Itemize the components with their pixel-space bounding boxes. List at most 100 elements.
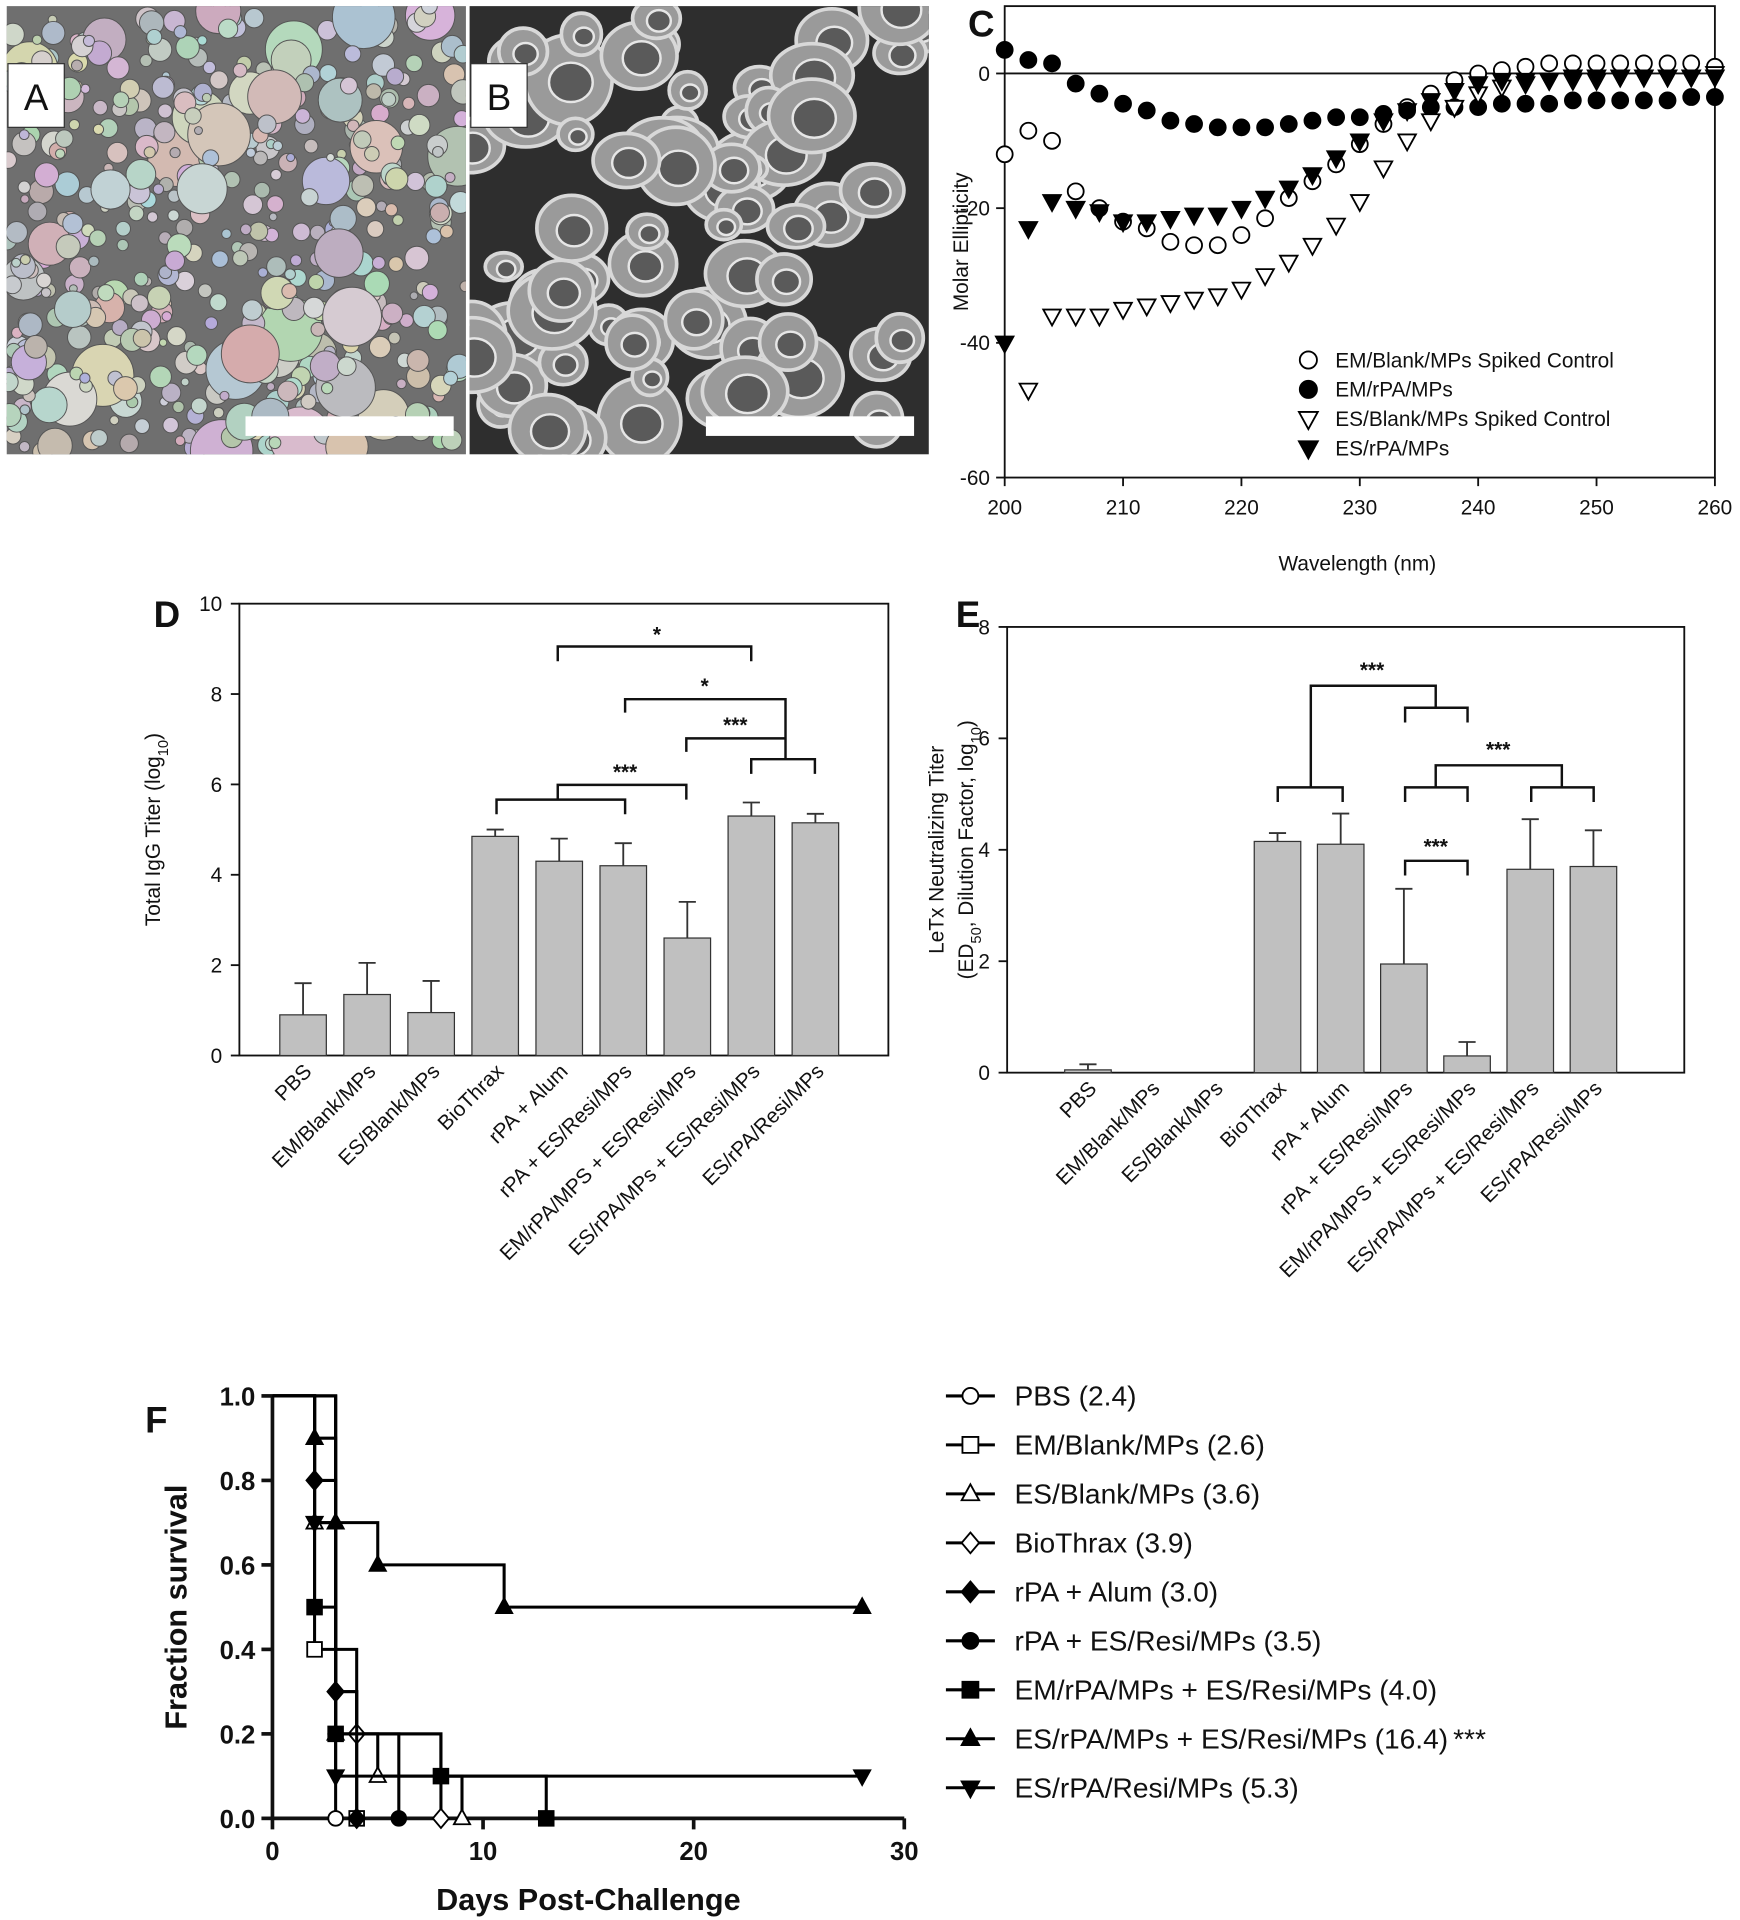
x-tick-label: 250 <box>1579 496 1614 519</box>
y-tick-label: 0 <box>978 1062 990 1085</box>
sem-particle <box>771 268 802 296</box>
label-part: ) <box>142 733 165 740</box>
significance-bracket <box>1403 764 1595 803</box>
sem-particle <box>782 214 814 243</box>
sem-particle <box>268 436 282 450</box>
marker <box>1114 94 1132 113</box>
marker <box>1682 88 1701 106</box>
sem-particle <box>169 147 181 159</box>
marker <box>1066 74 1085 93</box>
x-tick-label: 220 <box>1224 496 1259 519</box>
legend-marker <box>961 1631 980 1650</box>
sem-particle <box>241 299 263 321</box>
marker <box>494 1596 514 1614</box>
sem-particle <box>266 256 287 277</box>
x-tick-label: 200 <box>987 496 1022 519</box>
marker <box>1279 115 1298 133</box>
sem-particle <box>529 413 571 450</box>
sem-particle <box>90 429 108 447</box>
sem-particle <box>147 285 172 310</box>
sem-particle <box>158 265 173 280</box>
legend-label: EM/Blank/MPs Spiked Control <box>1335 349 1614 372</box>
significance-bracket <box>750 757 817 774</box>
error-bar <box>614 842 632 866</box>
sem-particle <box>18 312 43 338</box>
marker <box>1420 93 1442 112</box>
significance-label: *** <box>1424 835 1449 858</box>
marker <box>1327 108 1345 127</box>
marker <box>1256 209 1274 228</box>
marker <box>537 1810 555 1827</box>
panel-label: C <box>968 4 995 45</box>
marker <box>1325 217 1347 237</box>
marker <box>1635 54 1653 73</box>
bar <box>727 815 776 1057</box>
sem-particle <box>384 203 398 217</box>
sem-particle <box>619 404 664 444</box>
sem-particle <box>132 328 152 348</box>
sem-particle <box>194 126 203 136</box>
sem-particle <box>157 103 173 119</box>
sem-particle <box>202 60 217 75</box>
legend-marker <box>1298 379 1318 399</box>
sem-texture-b <box>469 6 929 455</box>
survival-curve <box>272 1394 863 1609</box>
sem-particle <box>439 224 454 239</box>
sem-particle <box>657 149 700 188</box>
bar <box>1569 865 1618 1074</box>
sem-particle <box>146 211 159 223</box>
label-part: , Dilution Factor, log <box>955 743 978 927</box>
marker <box>1089 204 1110 223</box>
sem-particle <box>344 45 362 63</box>
y-tick-label: -20 <box>960 198 990 221</box>
legend-label: rPA + Alum (3.0) <box>1014 1577 1218 1608</box>
sem-particle <box>41 20 66 46</box>
legend-name: rPA + Alum (3.0) <box>1014 1577 1218 1608</box>
bar <box>1253 840 1302 1074</box>
legend-label: EM/rPA/MPs + ES/Resi/MPs (4.0) <box>1014 1675 1437 1706</box>
label-part: 10 <box>156 740 172 756</box>
sem-particle <box>365 83 382 100</box>
sem-particle <box>363 270 390 297</box>
sem-particle <box>139 54 153 68</box>
sem-particle <box>166 326 187 347</box>
marker <box>1112 214 1134 234</box>
marker <box>1019 121 1038 140</box>
sem-particle <box>420 6 438 15</box>
marker <box>1090 84 1109 103</box>
sem-particle <box>392 214 404 226</box>
bar <box>1506 868 1555 1074</box>
sem-particle <box>386 67 405 86</box>
sem-particle <box>409 291 419 301</box>
sem-particle <box>6 221 28 244</box>
sem-particle <box>292 222 311 242</box>
y-tick-label: 10 <box>199 593 222 616</box>
sem-particle <box>384 167 409 191</box>
marker <box>1467 76 1489 96</box>
sem-particle <box>88 255 100 267</box>
sem-particle <box>112 91 130 109</box>
sem-particle <box>880 6 923 30</box>
sem-particle <box>424 174 448 198</box>
y-tick-label: -60 <box>960 467 990 490</box>
error-bar <box>806 812 824 823</box>
sem-particle <box>37 427 73 455</box>
x-tick-label: 210 <box>1106 496 1141 519</box>
sem-particle <box>31 34 43 45</box>
panel-label: E <box>956 594 981 635</box>
error-bar <box>742 801 760 817</box>
sem-particle <box>645 8 673 33</box>
sem-particle <box>889 328 916 353</box>
sem-particle <box>6 22 25 47</box>
x-axis-label: Days Post-Challenge <box>436 1883 740 1917</box>
y-tick-label: 2 <box>211 954 223 977</box>
marker <box>1278 180 1300 200</box>
marker <box>1043 54 1061 73</box>
marker <box>1231 200 1252 220</box>
sem-particle <box>180 377 190 387</box>
y-tick-label: 0.8 <box>220 1468 256 1496</box>
sem-particle <box>175 35 200 60</box>
legend-marker <box>1297 411 1320 431</box>
sem-particle <box>70 59 83 72</box>
sem-particle <box>243 8 265 29</box>
